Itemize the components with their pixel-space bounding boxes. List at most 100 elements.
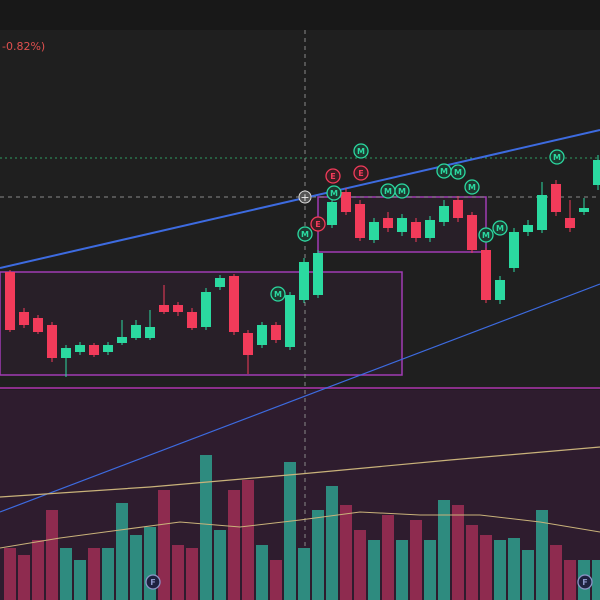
volume-bar xyxy=(480,535,492,600)
volume-bar xyxy=(270,560,282,600)
candle-body xyxy=(369,222,379,240)
event-label: M xyxy=(384,187,392,196)
candle-body xyxy=(229,276,239,332)
event-marker xyxy=(353,165,369,181)
candle-body xyxy=(187,312,197,328)
trend-line xyxy=(0,283,600,513)
candle-body xyxy=(355,204,365,238)
volume-bar xyxy=(466,525,478,600)
volume-bar xyxy=(592,560,600,600)
candle-body xyxy=(257,325,267,345)
volume-bar xyxy=(214,530,226,600)
candle-body xyxy=(579,208,589,212)
candle-body xyxy=(411,222,421,238)
candle-body xyxy=(131,325,141,338)
volume-bar xyxy=(284,462,296,600)
candle-body xyxy=(509,232,519,268)
volume-bar xyxy=(536,510,548,600)
candle-body xyxy=(285,295,295,347)
event-marker xyxy=(492,220,508,236)
candle-body xyxy=(117,337,127,343)
candle-body xyxy=(103,345,113,352)
candle-body xyxy=(383,218,393,228)
volume-bar xyxy=(158,490,170,600)
volume-bar xyxy=(494,540,506,600)
candle-body xyxy=(341,192,351,212)
volume-bar xyxy=(102,548,114,600)
candles xyxy=(5,155,600,377)
candle-body xyxy=(243,333,253,355)
event-label: M xyxy=(496,224,504,233)
candle-body xyxy=(75,345,85,352)
candle-body xyxy=(89,345,99,355)
candle-body xyxy=(425,220,435,238)
volume-bar xyxy=(508,538,520,600)
event-marker xyxy=(310,216,326,232)
event-label: M xyxy=(398,187,406,196)
candle-body xyxy=(593,160,600,185)
candle-body xyxy=(565,218,575,228)
candle-body xyxy=(313,253,323,295)
volume-bar xyxy=(354,530,366,600)
volume-bar xyxy=(32,540,44,600)
volume-bar xyxy=(242,480,254,600)
candle-body xyxy=(495,280,505,300)
candle-body xyxy=(47,325,57,358)
volume-bar xyxy=(186,548,198,600)
candle-body xyxy=(33,318,43,332)
volume-bar xyxy=(326,486,338,600)
volume-bar xyxy=(396,540,408,600)
volume-bar xyxy=(340,505,352,600)
event-marker xyxy=(145,574,161,590)
event-marker xyxy=(297,226,313,242)
event-label: M xyxy=(454,168,462,177)
change-label: -0.82%) xyxy=(2,40,45,53)
candle-body xyxy=(467,215,477,250)
candle-body xyxy=(327,202,337,225)
volume-bar xyxy=(424,540,436,600)
event-label: M xyxy=(482,231,490,240)
candle-body xyxy=(551,184,561,212)
crosshair-button[interactable] xyxy=(298,190,312,204)
volume-bar xyxy=(438,500,450,600)
candle-body xyxy=(397,218,407,232)
event-marker xyxy=(326,185,342,201)
volume-bar xyxy=(46,510,58,600)
volume-bar xyxy=(60,548,72,600)
crosshair-plus: + xyxy=(300,191,309,204)
event-marker xyxy=(270,286,286,302)
volume-bar xyxy=(312,510,324,600)
event-label: M xyxy=(440,167,448,176)
volume-bar xyxy=(172,545,184,600)
candle-body xyxy=(5,272,15,330)
volume-bar xyxy=(382,515,394,600)
volume-bar xyxy=(564,560,576,600)
event-label: F xyxy=(582,578,587,587)
event-marker xyxy=(325,168,341,184)
candle-body xyxy=(201,292,211,327)
candle-body xyxy=(299,262,309,300)
candle-body xyxy=(173,305,183,312)
event-label: M xyxy=(330,189,338,198)
event-marker xyxy=(549,149,565,165)
event-label: F xyxy=(150,578,155,587)
volume-bar xyxy=(256,545,268,600)
volume-bar xyxy=(550,545,562,600)
volume-bar xyxy=(228,490,240,600)
candle-body xyxy=(215,278,225,287)
candle-body xyxy=(481,250,491,300)
event-label: E xyxy=(330,172,335,181)
candle-body xyxy=(523,225,533,232)
event-marker xyxy=(464,179,480,195)
event-label: E xyxy=(358,169,363,178)
event-marker xyxy=(577,574,593,590)
volume-ma-short xyxy=(0,511,600,549)
price-pane xyxy=(0,30,600,387)
event-label: E xyxy=(315,220,320,229)
volume-bar xyxy=(4,548,16,600)
candle-body xyxy=(537,195,547,230)
volume-bar xyxy=(298,548,310,600)
event-label: M xyxy=(468,183,476,192)
candle-body xyxy=(453,200,463,218)
